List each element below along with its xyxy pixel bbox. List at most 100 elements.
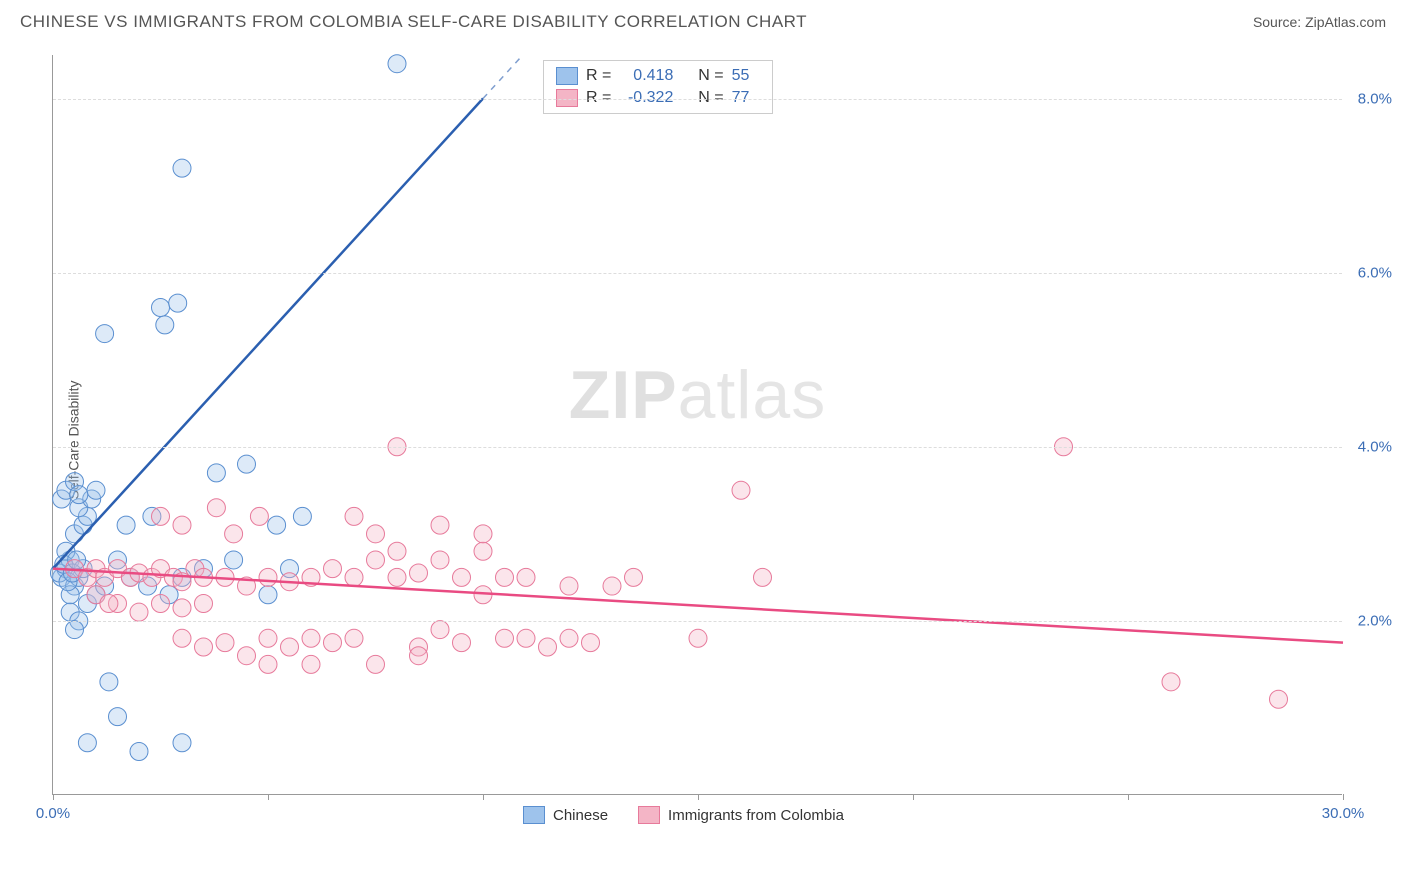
scatter-point bbox=[207, 464, 225, 482]
scatter-point bbox=[66, 621, 84, 639]
scatter-point bbox=[345, 568, 363, 586]
scatter-point bbox=[410, 647, 428, 665]
legend-label-chinese: Chinese bbox=[553, 807, 608, 824]
source-prefix: Source: bbox=[1253, 14, 1305, 30]
n-label: N = bbox=[698, 67, 723, 85]
scatter-point bbox=[517, 629, 535, 647]
scatter-point bbox=[1270, 690, 1288, 708]
scatter-point bbox=[259, 568, 277, 586]
x-tick bbox=[268, 794, 269, 800]
scatter-point bbox=[732, 481, 750, 499]
r-value: 0.418 bbox=[619, 67, 673, 85]
legend-swatch-colombia bbox=[638, 806, 660, 824]
header: CHINESE VS IMMIGRANTS FROM COLOMBIA SELF… bbox=[0, 0, 1406, 40]
scatter-point bbox=[250, 507, 268, 525]
scatter-point bbox=[625, 568, 643, 586]
scatter-point bbox=[367, 525, 385, 543]
gridline bbox=[53, 621, 1342, 622]
scatter-point bbox=[268, 516, 286, 534]
gridline bbox=[53, 447, 1342, 448]
scatter-point bbox=[173, 516, 191, 534]
chart-title: CHINESE VS IMMIGRANTS FROM COLOMBIA SELF… bbox=[20, 12, 807, 32]
n-value: 55 bbox=[732, 67, 760, 85]
scatter-point bbox=[70, 486, 88, 504]
scatter-point bbox=[302, 629, 320, 647]
scatter-point bbox=[195, 594, 213, 612]
source-attribution: Source: ZipAtlas.com bbox=[1253, 14, 1386, 30]
plot-region: ZIPatlas R =0.418 N = 55R =-0.322 N = 77… bbox=[52, 55, 1342, 795]
scatter-point bbox=[259, 655, 277, 673]
scatter-point bbox=[173, 734, 191, 752]
scatter-point bbox=[560, 577, 578, 595]
source-name: ZipAtlas.com bbox=[1305, 14, 1386, 30]
scatter-point bbox=[156, 316, 174, 334]
scatter-point bbox=[345, 629, 363, 647]
y-tick-label: 2.0% bbox=[1347, 612, 1392, 629]
scatter-point bbox=[87, 481, 105, 499]
scatter-point bbox=[474, 525, 492, 543]
scatter-point bbox=[453, 634, 471, 652]
scatter-point bbox=[410, 564, 428, 582]
series-legend: Chinese Immigrants from Colombia bbox=[523, 806, 844, 824]
x-tick-label: 0.0% bbox=[36, 805, 70, 822]
scatter-point bbox=[474, 542, 492, 560]
scatter-point bbox=[367, 655, 385, 673]
scatter-point bbox=[388, 568, 406, 586]
scatter-point bbox=[152, 594, 170, 612]
scatter-point bbox=[117, 516, 135, 534]
scatter-point bbox=[169, 294, 187, 312]
legend-item-colombia: Immigrants from Colombia bbox=[638, 806, 844, 824]
plot-svg bbox=[53, 55, 1343, 795]
scatter-point bbox=[173, 599, 191, 617]
scatter-point bbox=[1162, 673, 1180, 691]
scatter-point bbox=[100, 673, 118, 691]
legend-label-colombia: Immigrants from Colombia bbox=[668, 807, 844, 824]
chart-area: Self-Care Disability ZIPatlas R =0.418 N… bbox=[52, 55, 1382, 825]
scatter-point bbox=[453, 568, 471, 586]
scatter-point bbox=[517, 568, 535, 586]
scatter-point bbox=[207, 499, 225, 517]
scatter-point bbox=[324, 560, 342, 578]
scatter-point bbox=[431, 621, 449, 639]
r-label: R = bbox=[586, 67, 611, 85]
scatter-point bbox=[100, 594, 118, 612]
scatter-point bbox=[431, 516, 449, 534]
scatter-point bbox=[173, 629, 191, 647]
scatter-point bbox=[582, 634, 600, 652]
scatter-point bbox=[216, 634, 234, 652]
scatter-point bbox=[225, 551, 243, 569]
x-tick bbox=[913, 794, 914, 800]
x-tick bbox=[53, 794, 54, 800]
scatter-point bbox=[238, 647, 256, 665]
scatter-point bbox=[560, 629, 578, 647]
scatter-point bbox=[324, 634, 342, 652]
scatter-point bbox=[689, 629, 707, 647]
scatter-point bbox=[388, 542, 406, 560]
scatter-point bbox=[539, 638, 557, 656]
y-tick-label: 4.0% bbox=[1347, 438, 1392, 455]
trendline-dashed bbox=[483, 55, 523, 99]
scatter-point bbox=[78, 734, 96, 752]
scatter-point bbox=[152, 298, 170, 316]
scatter-point bbox=[225, 525, 243, 543]
legend-swatch-chinese bbox=[523, 806, 545, 824]
scatter-point bbox=[152, 507, 170, 525]
scatter-point bbox=[367, 551, 385, 569]
gridline bbox=[53, 273, 1342, 274]
scatter-point bbox=[173, 159, 191, 177]
x-tick bbox=[698, 794, 699, 800]
scatter-point bbox=[293, 507, 311, 525]
scatter-point bbox=[431, 551, 449, 569]
y-tick-label: 6.0% bbox=[1347, 264, 1392, 281]
correlation-row: R = 0.418 N = 55 bbox=[556, 65, 760, 87]
scatter-point bbox=[96, 325, 114, 343]
x-tick bbox=[483, 794, 484, 800]
scatter-point bbox=[238, 455, 256, 473]
correlation-legend: R =0.418 N = 55R =-0.322 N = 77 bbox=[543, 60, 773, 114]
scatter-point bbox=[109, 708, 127, 726]
y-tick-label: 8.0% bbox=[1347, 90, 1392, 107]
x-tick bbox=[1343, 794, 1344, 800]
trendline-solid bbox=[53, 99, 483, 569]
scatter-point bbox=[259, 629, 277, 647]
scatter-point bbox=[603, 577, 621, 595]
